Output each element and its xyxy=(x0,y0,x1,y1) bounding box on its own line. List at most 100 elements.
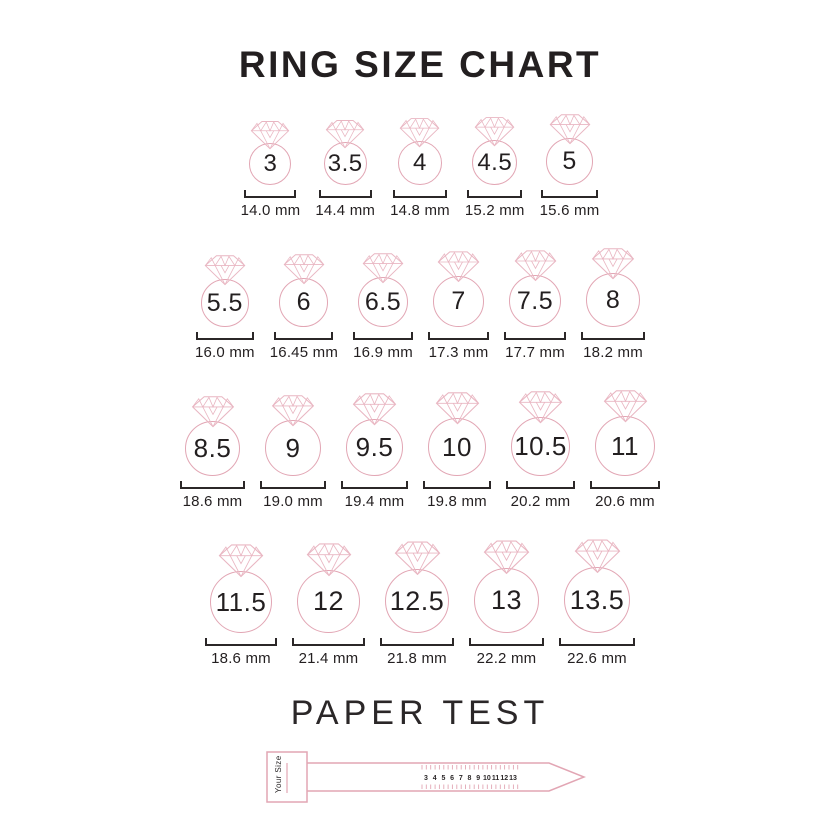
ring-item: 13 22.2 mm xyxy=(469,538,544,667)
diamond-icon-wrap xyxy=(399,116,440,148)
ring-size-label: 9 xyxy=(285,432,301,463)
ruler-number: 12 xyxy=(500,775,508,782)
ring-circle: 6 xyxy=(279,278,329,327)
ring-diameter-label: 17.7 mm xyxy=(505,344,565,361)
diamond-icon-wrap xyxy=(271,393,315,427)
ring-circle: 3 xyxy=(249,143,292,185)
diamond-icon-wrap xyxy=(362,251,404,284)
diamond-icon xyxy=(514,250,556,282)
ring-circle: 13.5 xyxy=(564,567,630,633)
ring-diameter-label: 14.8 mm xyxy=(390,202,450,219)
ring-circle: 9.5 xyxy=(346,419,403,476)
diamond-icon xyxy=(549,114,590,145)
diameter-measure-line xyxy=(467,190,523,198)
ring-size-label: 11 xyxy=(611,430,639,461)
diamond-icon-wrap xyxy=(437,249,480,283)
diamond-icon-wrap xyxy=(574,537,621,574)
ring-circle: 4.5 xyxy=(472,140,518,185)
ring-diameter-label: 16.45 mm xyxy=(269,344,339,361)
ring-diameter-label: 14.4 mm xyxy=(315,202,376,219)
diamond-icon xyxy=(325,120,365,149)
ruler-number: 9 xyxy=(476,775,480,782)
sizer-band xyxy=(307,762,586,792)
diamond-icon xyxy=(251,121,290,150)
diameter-measure-line xyxy=(180,481,245,489)
sizer-tab xyxy=(266,751,308,803)
ring-diameter-label: 15.6 mm xyxy=(539,202,600,219)
ring-diameter-label: 18.6 mm xyxy=(182,493,243,510)
ring-diameter-label: 17.3 mm xyxy=(428,344,489,361)
ring-item: 12 21.4 mm xyxy=(292,541,365,667)
diameter-measure-line xyxy=(541,190,599,198)
ring-circle: 8.5 xyxy=(185,421,240,476)
diamond-icon xyxy=(603,390,647,423)
ring-circle: 5 xyxy=(546,138,594,185)
diamond-icon-wrap xyxy=(591,246,635,280)
ring-diameter-label: 18.2 mm xyxy=(583,344,643,361)
diameter-measure-line xyxy=(353,332,414,340)
ring-size-label: 6 xyxy=(296,288,312,316)
ring-size-label: 5.5 xyxy=(206,288,243,317)
diamond-icon-wrap xyxy=(306,541,352,577)
diamond-icon-wrap xyxy=(325,118,365,149)
ring-row: 5.5 16.0 mm 6 16.45 mm 6.5 16.9 mm 7 17.3 mm 7.5… xyxy=(0,246,840,361)
diamond-icon-wrap xyxy=(549,112,591,145)
diamond-icon-wrap xyxy=(514,248,557,282)
ruler-number: 13 xyxy=(509,775,517,782)
ring-size-label: 13.5 xyxy=(569,584,625,615)
ring-circle: 12.5 xyxy=(385,569,449,633)
ring-item: 7 17.3 mm xyxy=(428,249,490,361)
ring-item: 10.5 20.2 mm xyxy=(506,389,575,510)
ring-circle: 10.5 xyxy=(511,417,570,476)
page-title: RING SIZE CHART xyxy=(238,44,602,85)
ring-item: 6 16.45 mm xyxy=(270,252,338,361)
ring-diameter-label: 19.0 mm xyxy=(263,493,323,510)
ring-item: 3 14.0 mm xyxy=(241,119,301,219)
ring-diameter-label: 22.6 mm xyxy=(567,650,627,667)
ruler-number: 5 xyxy=(441,775,445,782)
paper-test-strip: Your Size 3 4 5 6 7 8 9 10 11 12 13 xyxy=(0,747,840,807)
ring-size-label: 13 xyxy=(490,585,523,615)
diameter-measure-line xyxy=(590,481,660,489)
ring-diameter-label: 19.8 mm xyxy=(427,493,487,510)
ring-item: 8 18.2 mm xyxy=(581,246,646,361)
ring-item: 12.5 21.8 mm xyxy=(380,539,454,667)
diameter-measure-line xyxy=(469,638,544,646)
diamond-icon-wrap xyxy=(352,391,397,426)
diamond-icon xyxy=(362,253,404,284)
ring-circle: 7 xyxy=(433,276,485,327)
diamond-icon-wrap xyxy=(283,252,325,285)
diamond-icon-wrap xyxy=(483,538,530,575)
ring-size-label: 12.5 xyxy=(389,585,445,616)
diameter-measure-line xyxy=(380,638,454,646)
ring-size-label: 3.5 xyxy=(327,149,363,177)
diamond-icon xyxy=(352,393,397,426)
diamond-icon xyxy=(518,391,563,424)
diameter-measure-line xyxy=(428,332,490,340)
diameter-measure-line xyxy=(559,638,635,646)
ring-diameter-label: 16.9 mm xyxy=(353,344,413,361)
ring-circle: 6.5 xyxy=(358,277,409,327)
diameter-measure-line xyxy=(423,481,491,489)
ring-diameter-label: 20.6 mm xyxy=(595,493,655,510)
diamond-icon-wrap xyxy=(603,388,648,423)
ring-item: 4 14.8 mm xyxy=(390,116,450,219)
diamond-icon-wrap xyxy=(204,253,246,286)
diamond-icon-wrap xyxy=(518,389,563,424)
ring-circle: 5.5 xyxy=(200,279,249,327)
ring-size-chart: 3 14.0 mm 3.5 14.4 mm 4 14.8 mm 4.5 15.2 mm 5 15.… xyxy=(0,112,840,667)
ring-item: 7.5 17.7 mm xyxy=(504,248,567,361)
diameter-measure-line xyxy=(504,332,567,340)
ruler-number: 8 xyxy=(468,775,472,782)
ring-circle: 10 xyxy=(428,418,486,476)
ring-diameter-label: 22.2 mm xyxy=(476,650,537,667)
ring-diameter-label: 14.0 mm xyxy=(240,202,301,219)
ring-size-label: 3 xyxy=(263,150,278,177)
ring-row: 8.5 18.6 mm 9 19.0 mm 9.5 19.4 mm 10 19.8 mm 10.… xyxy=(0,388,840,510)
ring-size-label: 10 xyxy=(442,431,472,462)
paper-test-title: PAPER TEST xyxy=(290,694,550,732)
ring-circle: 9 xyxy=(265,420,321,476)
ring-size-label: 12 xyxy=(312,586,345,616)
diameter-measure-line xyxy=(244,190,297,198)
